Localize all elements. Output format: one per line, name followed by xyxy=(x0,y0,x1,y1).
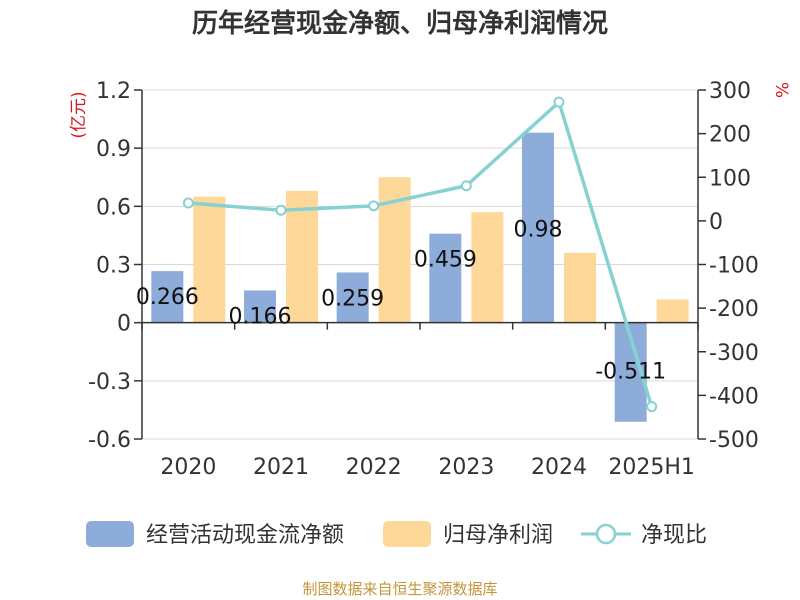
bar-cashflow-2020 xyxy=(151,271,184,323)
x-label-2022: 2022 xyxy=(346,455,402,480)
right-tick-label-0: 300 xyxy=(709,79,751,104)
x-label-2020: 2020 xyxy=(160,455,216,480)
ratio-point-2025H1 xyxy=(646,401,658,413)
legend-label-ratio: 净现比 xyxy=(641,523,707,548)
right-tick-label-6: -300 xyxy=(709,341,759,366)
bar-net-profit-2025H1 xyxy=(656,299,689,323)
legend-marker-ratio xyxy=(595,523,617,545)
left-axis-unit: (亿元) xyxy=(69,91,89,138)
bar-net-profit-2021 xyxy=(286,190,318,323)
bar-net-profit-2024 xyxy=(564,252,596,323)
chart-title: 历年经营现金净额、归母净利润情况 xyxy=(192,8,608,39)
bars xyxy=(151,132,689,422)
x-label-2023: 2023 xyxy=(438,455,494,480)
left-tick-label-5: -0.3 xyxy=(88,370,131,395)
source-note: 制图数据来自恒生聚源数据库 xyxy=(302,580,497,598)
data-labels: 0.266 0.166 0.259 0.459 0.98 -0.511 xyxy=(136,218,666,385)
data-label-cashflow-2025H1: -0.511 xyxy=(595,360,666,385)
legend-swatch-net-profit xyxy=(383,521,431,547)
left-tick-label-4: 0 xyxy=(117,312,131,337)
right-tick-label-5: -200 xyxy=(709,297,759,322)
ratio-point-2024 xyxy=(553,96,565,108)
data-label-cashflow-2020: 0.266 xyxy=(136,285,199,310)
left-tick-label-6: -0.6 xyxy=(88,428,131,453)
legend-label-net-profit: 归母净利润 xyxy=(443,523,553,548)
bar-cashflow-2023 xyxy=(429,233,462,323)
x-label-2021: 2021 xyxy=(253,455,309,480)
bar-net-profit-2020 xyxy=(193,196,226,323)
data-label-cashflow-2024: 0.98 xyxy=(514,218,563,243)
left-tick-label-2: 0.6 xyxy=(96,195,131,220)
ratio-point-2021 xyxy=(275,204,287,216)
bar-net-profit-2023 xyxy=(471,212,504,323)
right-tick-label-3: 0 xyxy=(709,210,723,235)
x-label-2024: 2024 xyxy=(531,455,587,480)
legend-swatch-cashflow xyxy=(86,521,134,547)
legend-label-cashflow: 经营活动现金流净额 xyxy=(146,523,344,548)
axes: 2020 2021 2022 2023 2024 2025H1 1.2 0.9 0.6 0.3 0 -… xyxy=(88,79,759,480)
right-axis-unit: % xyxy=(771,82,791,98)
data-label-cashflow-2022: 0.259 xyxy=(321,286,384,311)
right-tick-label-1: 200 xyxy=(709,123,751,148)
right-tick-label-8: -500 xyxy=(709,428,759,453)
left-tick-label-3: 0.3 xyxy=(96,254,131,279)
ratio-line xyxy=(182,96,658,413)
bar-cashflow-2024 xyxy=(522,132,554,323)
data-label-cashflow-2021: 0.166 xyxy=(229,304,292,329)
right-tick-label-7: -400 xyxy=(709,384,759,409)
left-tick-label-0: 1.2 xyxy=(96,79,131,104)
bar-cashflow-2022 xyxy=(336,272,369,323)
ratio-point-2020 xyxy=(182,197,194,209)
ratio-point-2022 xyxy=(368,200,380,212)
right-tick-label-2: 100 xyxy=(709,166,751,191)
legend: 经营活动现金流净额 归母净利润 净现比 xyxy=(86,521,707,548)
ratio-point-2023 xyxy=(460,180,472,192)
x-label-2025H1: 2025H1 xyxy=(608,455,695,480)
data-label-cashflow-2023: 0.459 xyxy=(414,248,477,273)
bar-cashflow-2021 xyxy=(244,290,276,323)
left-tick-label-1: 0.9 xyxy=(96,137,131,162)
ratio-polyline xyxy=(188,98,654,408)
right-tick-label-4: -100 xyxy=(709,254,759,279)
